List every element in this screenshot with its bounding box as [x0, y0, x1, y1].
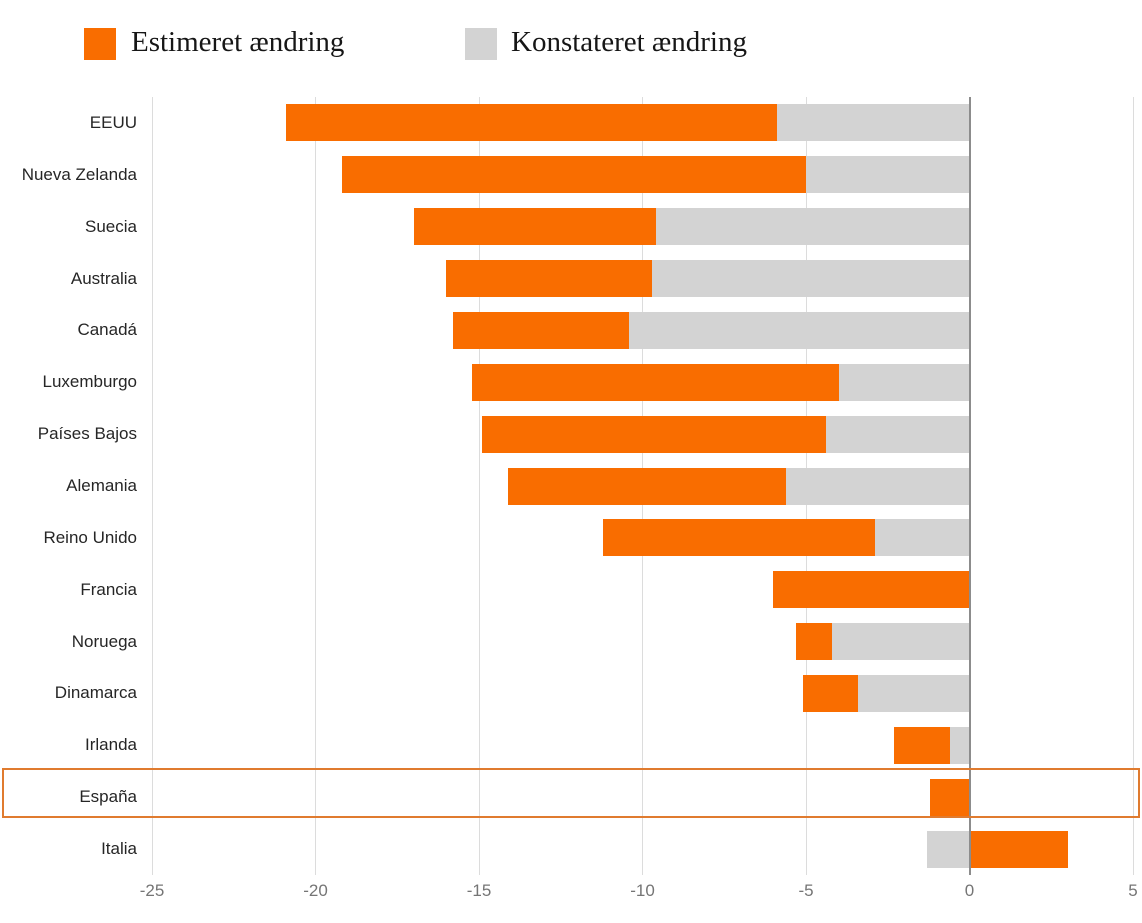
x-tick-label: -25: [139, 881, 165, 900]
category-label: Canadá: [77, 320, 137, 340]
category-label: Luxemburgo: [42, 372, 137, 392]
x-tick-label: 0: [964, 881, 975, 900]
bar-estimated: [472, 363, 839, 401]
category-label: Irlanda: [85, 735, 137, 755]
bar-observed: [825, 415, 970, 453]
category-label: Nueva Zelanda: [21, 164, 137, 184]
bar-estimated: [413, 208, 656, 246]
bar-estimated: [796, 623, 833, 661]
legend-swatch-estimated-icon: [84, 28, 116, 60]
bar-estimated: [802, 674, 859, 712]
bar-observed: [776, 104, 970, 142]
legend-swatch-observed-icon: [465, 28, 497, 60]
category-label: Dinamarca: [54, 683, 137, 703]
bar-observed: [926, 830, 970, 868]
category-label: Australia: [70, 268, 137, 288]
legend-label-estimated: Estimeret ændring: [131, 26, 345, 58]
bar-estimated: [286, 104, 777, 142]
bar-observed: [655, 208, 970, 246]
bar-observed: [652, 260, 970, 298]
category-label: Italia: [101, 839, 137, 859]
category-label: Francia: [80, 579, 137, 599]
bar-estimated: [930, 778, 970, 816]
bar-observed: [874, 519, 970, 557]
x-tick-label: -10: [630, 881, 655, 900]
bar-estimated: [341, 156, 806, 194]
category-label: EEUU: [89, 112, 137, 132]
category-label: Suecia: [85, 216, 137, 236]
gridline: [151, 97, 153, 875]
bar-observed: [629, 311, 970, 349]
bar-estimated: [446, 260, 653, 298]
legend-label-observed: Konstateret ændring: [511, 26, 747, 58]
bar-observed: [786, 467, 970, 505]
x-tick-label: -5: [798, 881, 814, 900]
gridline: [315, 97, 316, 875]
bar-estimated: [508, 467, 787, 505]
bar-estimated: [773, 571, 970, 609]
x-tick-label: -15: [466, 881, 492, 900]
x-tick-label: 5: [1128, 881, 1138, 900]
legend: Estimeret ændring Konstateret ændring: [0, 0, 1142, 80]
category-label: Reino Unido: [43, 527, 137, 547]
category-label: Alemania: [66, 476, 137, 495]
bar-estimated: [894, 726, 950, 764]
bar-observed: [949, 726, 970, 764]
gridline: [1132, 97, 1134, 875]
zero-axis-line: [968, 97, 971, 875]
bar-observed: [858, 674, 970, 712]
bar-estimated: [482, 415, 826, 453]
bar-observed: [806, 156, 970, 194]
category-label: Noruega: [71, 631, 137, 651]
bar-observed: [838, 363, 970, 401]
bar-estimated: [452, 311, 630, 349]
x-tick-label: -20: [303, 881, 328, 900]
bar-observed: [832, 623, 970, 661]
category-label: España: [79, 787, 137, 807]
bar-estimated: [603, 519, 875, 557]
category-label: Países Bajos: [37, 424, 137, 444]
bar-estimated: [969, 830, 1068, 868]
gridline: [478, 97, 480, 875]
highlighted-row-box: [2, 768, 1140, 819]
